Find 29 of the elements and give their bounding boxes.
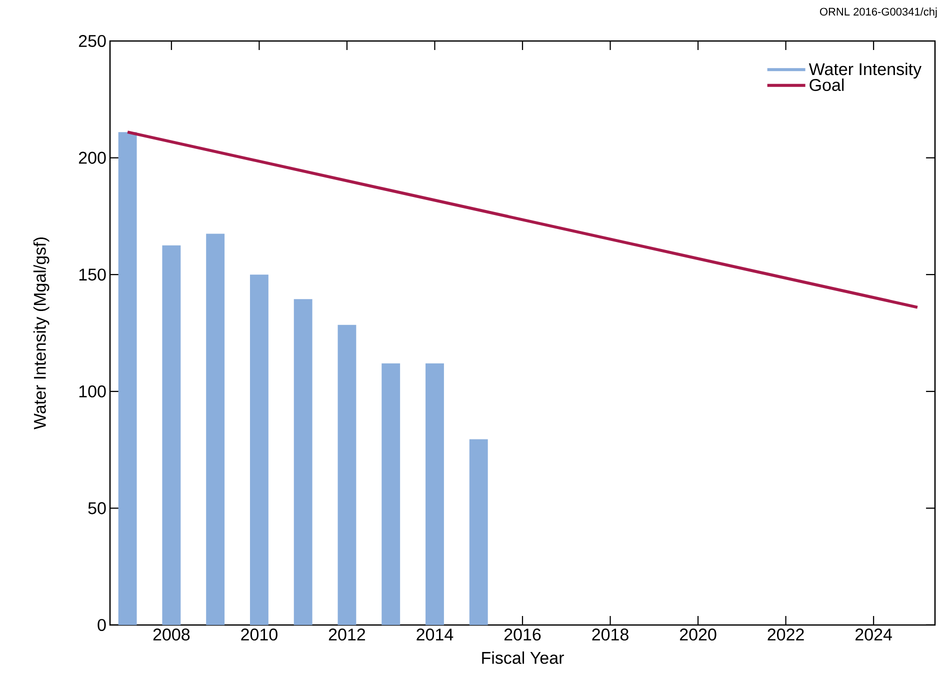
- y-tick-label: 200: [78, 152, 106, 164]
- y-tick-label: 100: [79, 385, 106, 398]
- y-tick-label: 50: [88, 502, 106, 514]
- text: ORNL 2016-G00341/chj: [820, 8, 937, 18]
- bar: [162, 245, 181, 625]
- x-tick-label: 2010: [241, 628, 278, 641]
- bar: [426, 363, 444, 625]
- x-tick-label: 2012: [328, 628, 366, 641]
- bar: [382, 363, 400, 625]
- bar: [294, 299, 312, 625]
- y-tick-label: 250: [78, 34, 106, 48]
- legend-label: Water Intensity: [808, 62, 922, 79]
- x-tick-label: 2024: [856, 628, 892, 641]
- x-axis-title: Fiscal Year: [482, 651, 564, 664]
- bar: [118, 132, 137, 625]
- x-tick-label: 2016: [504, 628, 541, 641]
- x-tick-label: 2018: [592, 628, 628, 641]
- y-tick-label: 0: [98, 618, 106, 632]
- x-tick-label: 2022: [768, 628, 804, 641]
- y-axis-title: Water Intensity (Mgal/gsf): [33, 238, 50, 430]
- x-tick-label: 2014: [416, 628, 454, 641]
- bar: [206, 234, 225, 625]
- y-tick-label: 150: [79, 268, 106, 281]
- bar: [469, 439, 488, 625]
- bar: [338, 324, 356, 625]
- bar: [250, 274, 268, 625]
- legend-label: Goal: [810, 78, 844, 92]
- x-tick-label: 2008: [153, 628, 190, 641]
- x-tick-label: 2020: [680, 628, 716, 641]
